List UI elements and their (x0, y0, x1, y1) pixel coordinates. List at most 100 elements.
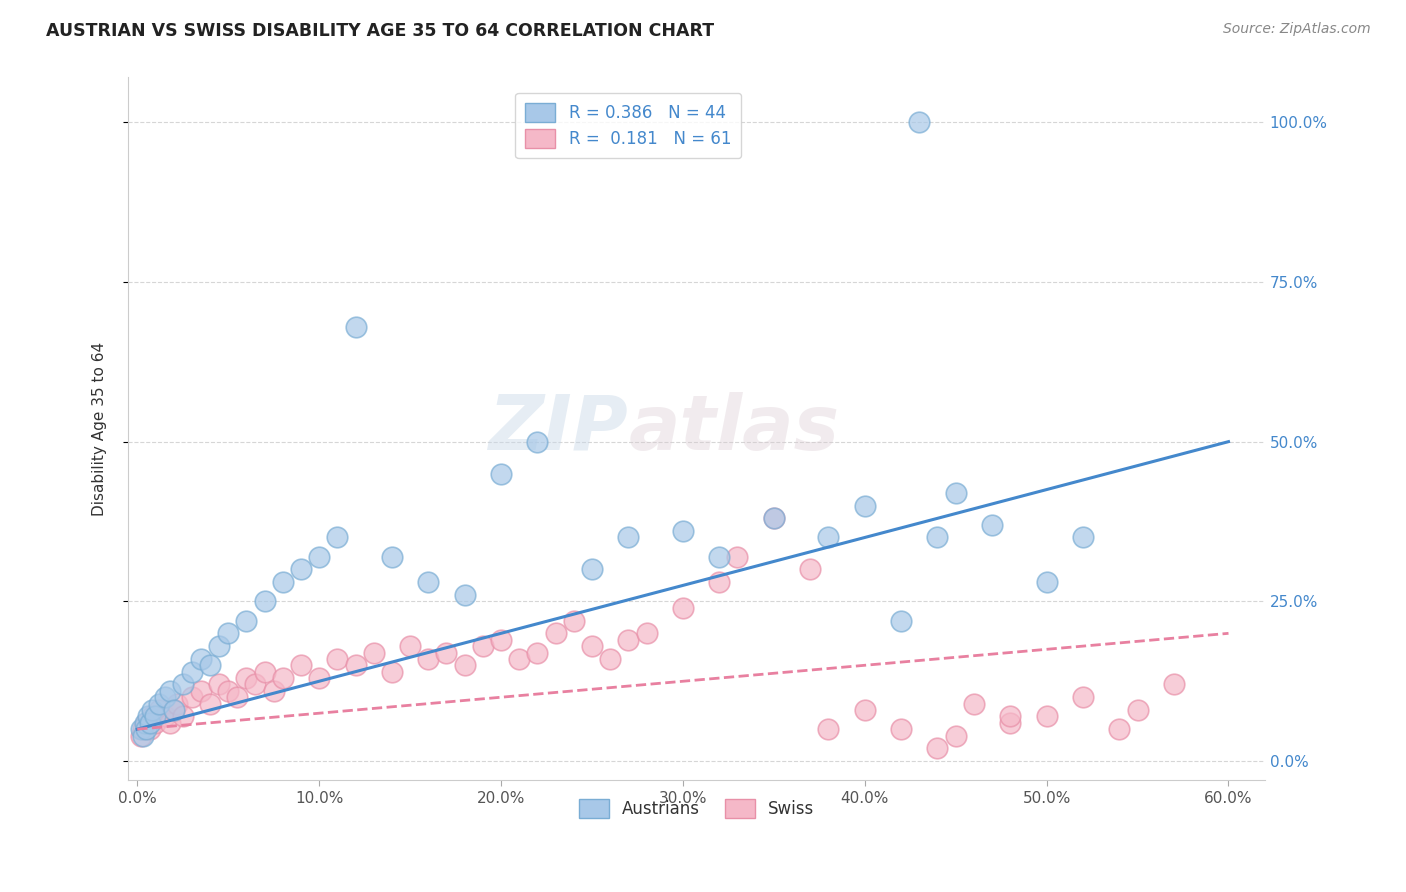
Austrians (672, 524, 695, 538)
Austrians (290, 562, 312, 576)
Austrians (271, 575, 294, 590)
Text: atlas: atlas (628, 392, 839, 466)
Austrians (172, 677, 194, 691)
Austrians (129, 722, 152, 736)
Austrians (162, 703, 184, 717)
Swiss (139, 722, 162, 736)
Austrians (326, 531, 349, 545)
Text: AUSTRIAN VS SWISS DISABILITY AGE 35 TO 64 CORRELATION CHART: AUSTRIAN VS SWISS DISABILITY AGE 35 TO 6… (46, 22, 714, 40)
Swiss (1035, 709, 1057, 723)
Swiss (599, 652, 621, 666)
Swiss (198, 697, 221, 711)
Swiss (363, 646, 385, 660)
Swiss (725, 549, 748, 564)
Austrians (981, 517, 1004, 532)
Austrians (134, 715, 156, 730)
Austrians (853, 499, 876, 513)
Austrians (908, 115, 931, 129)
Swiss (799, 562, 821, 576)
Text: Source: ZipAtlas.com: Source: ZipAtlas.com (1223, 22, 1371, 37)
Swiss (1163, 677, 1185, 691)
Austrians (180, 665, 202, 679)
Swiss (129, 729, 152, 743)
Swiss (1000, 715, 1022, 730)
Swiss (709, 575, 731, 590)
Swiss (471, 639, 494, 653)
Austrians (489, 467, 512, 481)
Swiss (853, 703, 876, 717)
Austrians (190, 652, 212, 666)
Swiss (453, 658, 475, 673)
Austrians (139, 715, 162, 730)
Austrians (762, 511, 785, 525)
Swiss (963, 697, 986, 711)
Austrians (135, 722, 157, 736)
Austrians (148, 697, 170, 711)
Swiss (508, 652, 530, 666)
Austrians (141, 703, 163, 717)
Austrians (1071, 531, 1094, 545)
Swiss (1071, 690, 1094, 705)
Swiss (135, 715, 157, 730)
Swiss (636, 626, 658, 640)
Swiss (290, 658, 312, 673)
Swiss (927, 741, 949, 756)
Swiss (263, 683, 285, 698)
Austrians (418, 575, 440, 590)
Legend: Austrians, Swiss: Austrians, Swiss (572, 792, 821, 825)
Austrians (817, 531, 839, 545)
Swiss (945, 729, 967, 743)
Swiss (326, 652, 349, 666)
Swiss (1108, 722, 1130, 736)
Swiss (153, 709, 176, 723)
Austrians (453, 588, 475, 602)
Swiss (308, 671, 330, 685)
Swiss (253, 665, 276, 679)
Swiss (581, 639, 603, 653)
Austrians (208, 639, 231, 653)
Swiss (245, 677, 267, 691)
Swiss (141, 709, 163, 723)
Swiss (672, 600, 695, 615)
Y-axis label: Disability Age 35 to 64: Disability Age 35 to 64 (93, 342, 107, 516)
Austrians (217, 626, 239, 640)
Swiss (890, 722, 912, 736)
Austrians (308, 549, 330, 564)
Austrians (1035, 575, 1057, 590)
Austrians (890, 614, 912, 628)
Swiss (544, 626, 567, 640)
Swiss (172, 709, 194, 723)
Swiss (271, 671, 294, 685)
Swiss (436, 646, 458, 660)
Austrians (132, 729, 155, 743)
Austrians (136, 709, 159, 723)
Swiss (381, 665, 404, 679)
Swiss (399, 639, 422, 653)
Swiss (132, 722, 155, 736)
Swiss (166, 697, 188, 711)
Austrians (927, 531, 949, 545)
Swiss (1126, 703, 1149, 717)
Austrians (381, 549, 404, 564)
Austrians (253, 594, 276, 608)
Austrians (945, 485, 967, 500)
Swiss (817, 722, 839, 736)
Austrians (159, 683, 181, 698)
Austrians (709, 549, 731, 564)
Swiss (562, 614, 585, 628)
Text: ZIP: ZIP (488, 392, 628, 466)
Swiss (217, 683, 239, 698)
Austrians (344, 319, 367, 334)
Swiss (148, 703, 170, 717)
Austrians (235, 614, 257, 628)
Swiss (526, 646, 548, 660)
Swiss (145, 715, 167, 730)
Swiss (180, 690, 202, 705)
Swiss (762, 511, 785, 525)
Austrians (145, 709, 167, 723)
Austrians (617, 531, 640, 545)
Swiss (1000, 709, 1022, 723)
Austrians (526, 434, 548, 449)
Swiss (344, 658, 367, 673)
Swiss (159, 715, 181, 730)
